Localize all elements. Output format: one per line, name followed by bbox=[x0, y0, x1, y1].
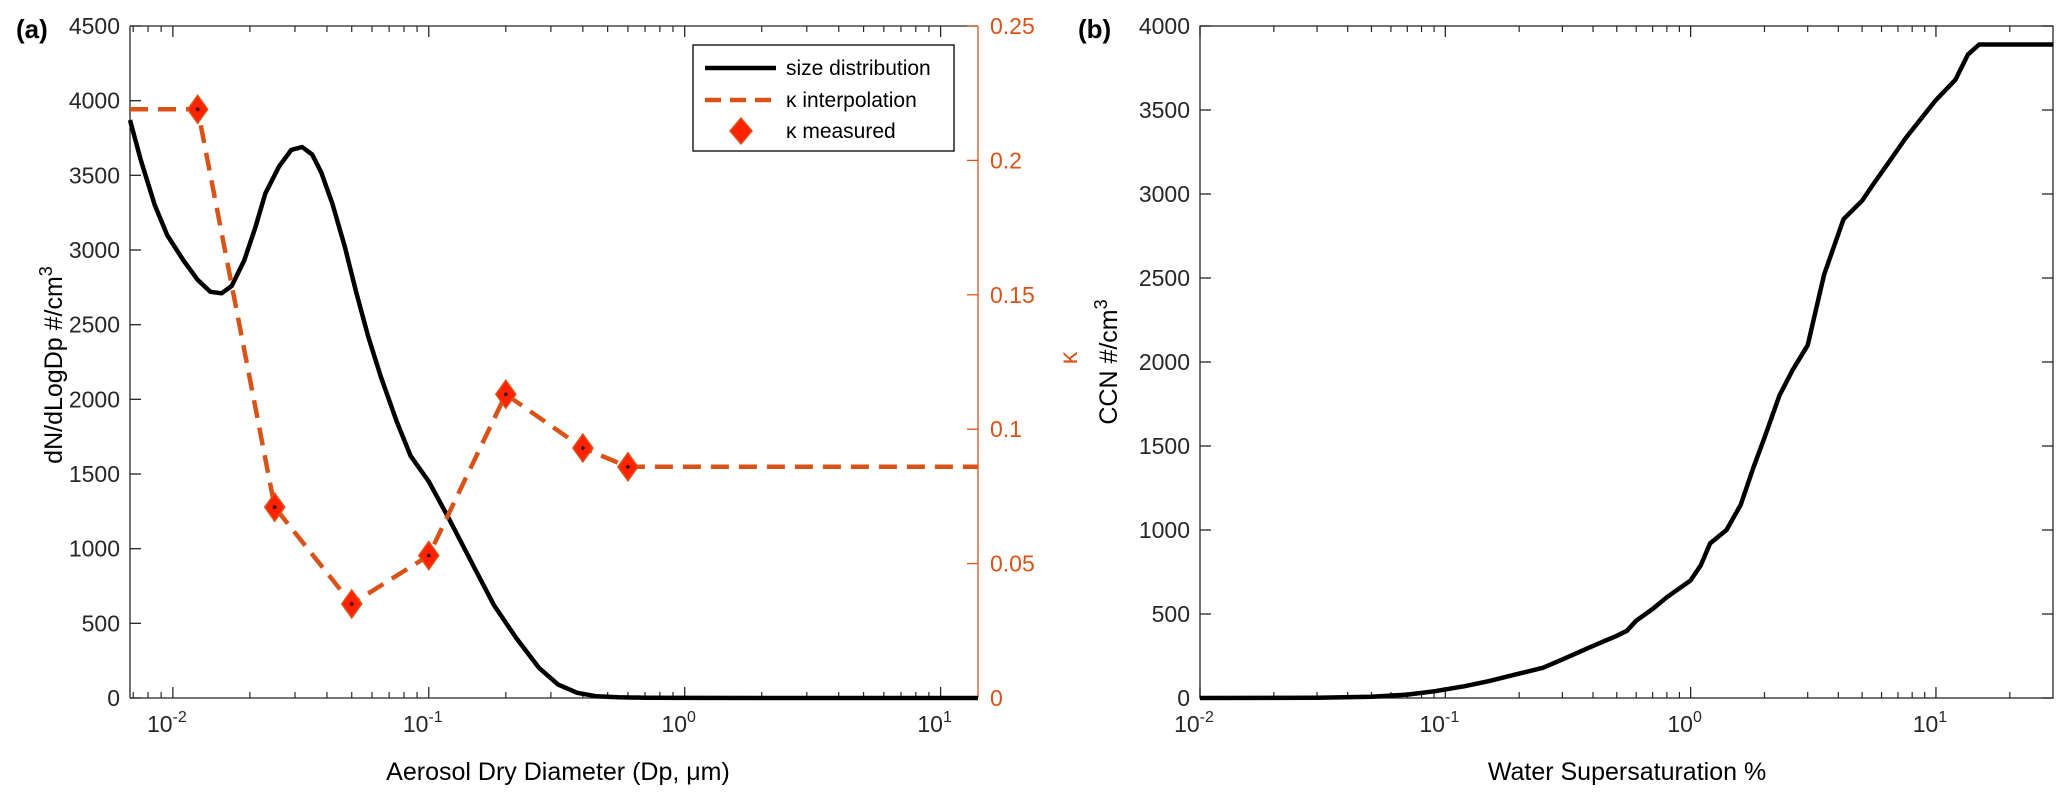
panel-a-y-tick-label: 0 bbox=[107, 685, 120, 711]
panel-a-x-tick-label: 10-1 bbox=[403, 709, 443, 737]
panel-b-y-tick-label: 3500 bbox=[1139, 97, 1190, 123]
legend-label-kappa-interpolation: κ interpolation bbox=[786, 89, 917, 112]
panel-a: (a) 050010001500200025003000350040004500… bbox=[16, 13, 1083, 786]
panel-a-x-tick-label: 100 bbox=[661, 709, 696, 737]
panel-b-x-axis-label: Water Supersaturation % bbox=[1488, 758, 1766, 786]
panel-a-y-tick-label: 3000 bbox=[69, 237, 120, 263]
panel-a-x-tick-label: 101 bbox=[917, 709, 952, 737]
kappa-measured-marker-center bbox=[272, 505, 277, 509]
panel-b-y-tick-label: 1000 bbox=[1139, 517, 1190, 543]
panel-a-x-axis-label: Aerosol Dry Diameter (Dp, μm) bbox=[386, 758, 730, 786]
panel-b-y-tick-label: 1500 bbox=[1139, 433, 1190, 459]
legend-label-size-distribution: size distribution bbox=[786, 57, 931, 80]
kappa-measured-marker-center bbox=[349, 602, 354, 606]
panel-a-y-tick-label: 4500 bbox=[69, 13, 120, 39]
panel-b-y-tick-label: 4000 bbox=[1139, 13, 1190, 39]
panel-label-b: (b) bbox=[1078, 14, 1111, 44]
panel-a-y-axis-label: dN/dLogDp #/cm3 bbox=[36, 266, 68, 464]
panel-b-y-tick-label: 0 bbox=[1177, 685, 1190, 711]
panel-b-y-tick-label: 500 bbox=[1152, 601, 1190, 627]
series-kappa-interpolation-line bbox=[130, 107, 978, 607]
panel-a-y-tick-label: 4000 bbox=[69, 88, 120, 114]
panel-a-y-tick-label: 2500 bbox=[69, 312, 120, 338]
panel-a-right-y-tick-label: 0.25 bbox=[990, 13, 1035, 39]
panel-a-y-tick-label: 2000 bbox=[69, 386, 120, 412]
panel-a-right-y-tick-label: 0.2 bbox=[990, 147, 1022, 173]
panel-a-plot-area: 0 500 1000 1500 2000 2500 3000 3500 4000 4500 0 0.0… bbox=[69, 13, 1035, 737]
panel-b-plot-area: 0 500 1000 1500 2000 2500 3000 3500 4000 10-2 10-1… bbox=[1139, 13, 2054, 737]
kappa-measured-marker-center bbox=[581, 446, 585, 450]
panel-b-x-tick-label: 101 bbox=[1913, 709, 1948, 737]
panel-a-right-y-axis-label: κ bbox=[1055, 351, 1083, 364]
panel-a-y-tick-label: 1000 bbox=[69, 536, 120, 562]
panel-a-y-tick-label: 3500 bbox=[69, 162, 120, 188]
series-ccn-line bbox=[1199, 42, 2053, 701]
panel-a-right-y-tick-label: 0.1 bbox=[990, 416, 1022, 442]
panel-b-y-tick-label: 3000 bbox=[1139, 181, 1190, 207]
legend: size distribution κ interpolation κ meas… bbox=[692, 44, 955, 152]
kappa-measured-marker-center bbox=[504, 392, 508, 397]
panel-a-y-tick-label: 500 bbox=[82, 610, 120, 636]
panel-b-axes-box bbox=[1199, 25, 2054, 699]
kappa-measured-marker-center bbox=[195, 107, 200, 112]
panel-b-x-tick-label: 100 bbox=[1667, 709, 1702, 737]
panel-b-y-axis-label: CCN #/cm3 bbox=[1091, 299, 1123, 424]
panel-b-y-tick-label: 2000 bbox=[1139, 349, 1190, 375]
legend-label-kappa-measured: κ measured bbox=[786, 120, 896, 143]
legend-swatch-kappa-measured bbox=[729, 116, 753, 146]
panel-label-a: (a) bbox=[16, 14, 48, 44]
kappa-measured-marker-center bbox=[426, 553, 431, 558]
panel-b-x-tick-label: 10-1 bbox=[1419, 709, 1459, 737]
panel-b-y-tick-label: 2500 bbox=[1139, 265, 1190, 291]
panel-b: (b) 0 500 1000 1500 2000 2500 3000 3500 4000 10-2… bbox=[1078, 13, 2054, 786]
panel-a-x-tick-label: 10-2 bbox=[147, 709, 187, 737]
series-size-distribution-line bbox=[127, 119, 978, 701]
panel-a-right-y-tick-label: 0.15 bbox=[990, 282, 1035, 308]
panel-a-y-tick-label: 1500 bbox=[69, 461, 120, 487]
kappa-measured-marker-center bbox=[626, 465, 630, 469]
panel-a-right-y-tick-label: 0.05 bbox=[990, 551, 1035, 577]
panel-a-right-y-tick-label: 0 bbox=[990, 685, 1003, 711]
panel-b-x-tick-label: 10-2 bbox=[1174, 709, 1214, 737]
